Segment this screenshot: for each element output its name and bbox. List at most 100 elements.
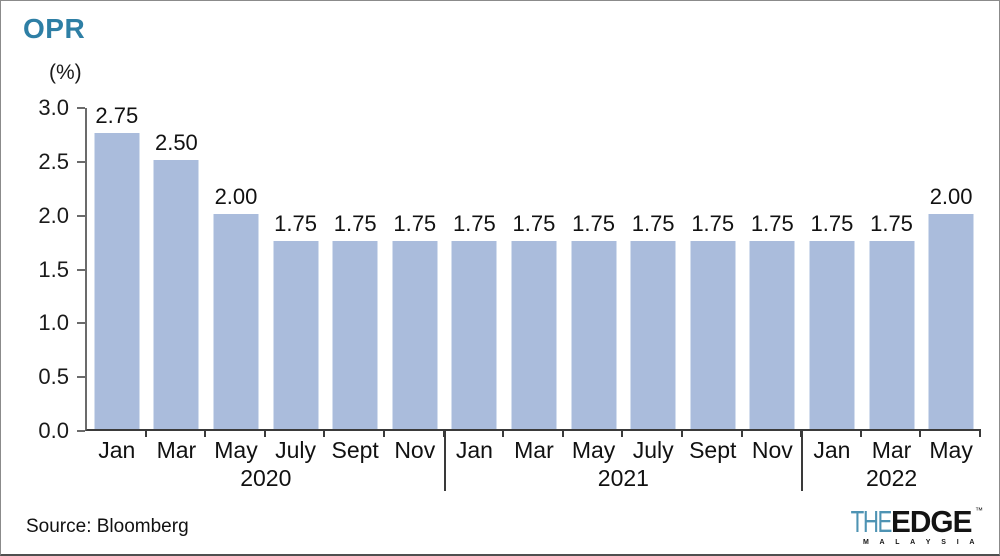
bar-slot: 1.75 bbox=[385, 108, 445, 429]
bar-value-label: 1.75 bbox=[691, 210, 735, 236]
logo-wordmark: THE EDGE ™ bbox=[848, 506, 983, 537]
bar bbox=[690, 240, 736, 429]
x-axis-month-label: May bbox=[571, 437, 616, 463]
x-axis-tick bbox=[144, 429, 147, 437]
bar-value-label: 2.50 bbox=[154, 129, 198, 155]
bar bbox=[571, 240, 617, 429]
x-axis-month-label: Jan bbox=[813, 437, 851, 463]
x-axis-year-label: 2022 bbox=[866, 465, 918, 491]
bar-value-label: 1.75 bbox=[870, 210, 913, 236]
bar-slot: 1.75 bbox=[445, 108, 505, 429]
y-axis-tick bbox=[77, 160, 85, 163]
x-axis-month-label: Sept bbox=[689, 437, 737, 463]
logo-trademark-symbol: ™ bbox=[975, 506, 983, 515]
x-axis-tick bbox=[561, 429, 564, 437]
bar-value-label: 1.75 bbox=[572, 210, 615, 236]
y-axis-tick bbox=[77, 107, 85, 109]
x-axis-tick bbox=[323, 429, 326, 437]
y-axis-tick bbox=[77, 430, 85, 432]
x-axis-month-label: July bbox=[275, 437, 317, 463]
bar-slot: 1.75 bbox=[862, 108, 922, 429]
x-axis-year-label: 2020 bbox=[240, 465, 292, 491]
x-axis-tick bbox=[740, 429, 743, 437]
x-axis-month-label: Jan bbox=[98, 437, 136, 463]
bar bbox=[928, 213, 974, 429]
x-axis-month-label: July bbox=[632, 437, 674, 463]
bar-slot: 2.00 bbox=[921, 108, 981, 429]
bar-series: 2.75 2.50 2.00 1.75 1.75 1.75 1.75 1.75 1.75 1.75… bbox=[87, 102, 981, 429]
x-axis-month-label: Nov bbox=[751, 437, 793, 463]
bar-slot: 2.50 bbox=[147, 108, 207, 429]
y-axis-tick-label: 3.0 bbox=[38, 95, 69, 120]
x-axis-tick bbox=[204, 429, 207, 437]
x-axis-tick bbox=[979, 429, 981, 437]
bar-slot: 1.75 bbox=[683, 108, 743, 429]
logo-the-text: THE bbox=[850, 504, 893, 539]
bar-value-label: 2.75 bbox=[95, 102, 139, 128]
y-axis-tick-label: 2.5 bbox=[38, 148, 69, 174]
bar-value-label: 1.75 bbox=[333, 210, 377, 236]
y-axis-tick-label: 0.0 bbox=[38, 418, 69, 443]
bar-slot: 1.75 bbox=[802, 108, 862, 429]
y-axis-tick-label: 1.5 bbox=[38, 256, 69, 282]
bar bbox=[511, 240, 557, 429]
bar-slot: 2.75 bbox=[87, 102, 147, 429]
x-axis-tick bbox=[859, 429, 862, 437]
bar-slot: 1.75 bbox=[743, 108, 803, 429]
y-axis-tick-label: 2.0 bbox=[38, 202, 69, 228]
bar-slot: 1.75 bbox=[564, 108, 624, 429]
bar-value-label: 1.75 bbox=[512, 210, 556, 236]
source-note: Source: Bloomberg bbox=[26, 516, 189, 537]
y-axis-tick bbox=[77, 322, 85, 325]
x-axis-month-label: May bbox=[214, 437, 258, 463]
bar bbox=[273, 240, 319, 429]
logo-malaysia-text: M A L A Y S I A bbox=[863, 539, 979, 546]
plot-area: 3.0 2.5 2.0 1.5 1.0 0.5 0.0 2.75 2.50 2.00 1.75 1.… bbox=[38, 96, 981, 491]
bar bbox=[213, 213, 259, 429]
x-axis-year-label: 2021 bbox=[597, 465, 649, 491]
bar bbox=[94, 132, 140, 429]
year-separator-line bbox=[443, 429, 446, 491]
bar-value-label: 2.00 bbox=[929, 183, 973, 209]
bar-value-label: 1.75 bbox=[393, 210, 437, 236]
y-axis-tick bbox=[77, 214, 85, 217]
x-axis-month-label: Sept bbox=[331, 437, 379, 463]
y-axis-unit-label: (%) bbox=[49, 61, 82, 84]
year-separator-line bbox=[801, 429, 804, 491]
bar bbox=[332, 240, 378, 429]
bar-value-label: 1.75 bbox=[631, 210, 675, 236]
the-edge-malaysia-logo: THE EDGE ™ M A L A Y S I A bbox=[848, 506, 983, 546]
bar-value-label: 1.75 bbox=[750, 210, 794, 236]
x-axis-tick bbox=[621, 429, 624, 437]
x-axis-tick bbox=[263, 429, 266, 437]
bar-slot: 2.00 bbox=[206, 108, 266, 429]
bar bbox=[392, 240, 438, 429]
bar-value-label: 2.00 bbox=[214, 183, 258, 209]
bar bbox=[749, 240, 795, 429]
y-axis-tick-label: 1.0 bbox=[38, 310, 69, 336]
bar-slot: 1.75 bbox=[623, 108, 683, 429]
bar-slot: 1.75 bbox=[504, 108, 564, 429]
x-axis-month-labels: Jan Mar May July Sept Nov Jan Mar May July Sept Nov… bbox=[87, 439, 981, 462]
bar bbox=[809, 240, 855, 429]
y-axis-tick-label: 0.5 bbox=[38, 364, 69, 390]
bar-slot: 1.75 bbox=[325, 108, 385, 429]
bar bbox=[153, 159, 199, 429]
bar bbox=[869, 240, 915, 429]
chart-title: OPR bbox=[23, 13, 86, 44]
x-axis-month-label: Mar bbox=[156, 437, 197, 463]
x-axis-month-label: May bbox=[929, 437, 973, 463]
bar-slot: 1.75 bbox=[266, 108, 326, 429]
x-axis-month-label: Mar bbox=[871, 437, 912, 463]
x-axis-tick bbox=[382, 429, 385, 437]
x-axis-tick bbox=[502, 429, 505, 437]
bar-value-label: 1.75 bbox=[274, 210, 317, 236]
bar bbox=[630, 240, 676, 429]
y-axis-tick bbox=[77, 376, 85, 379]
x-axis-month-label: Nov bbox=[394, 437, 436, 463]
bar bbox=[451, 240, 497, 429]
y-axis-tick bbox=[77, 268, 85, 271]
bar-value-label: 1.75 bbox=[452, 210, 496, 236]
x-axis-month-label: Jan bbox=[455, 437, 493, 463]
